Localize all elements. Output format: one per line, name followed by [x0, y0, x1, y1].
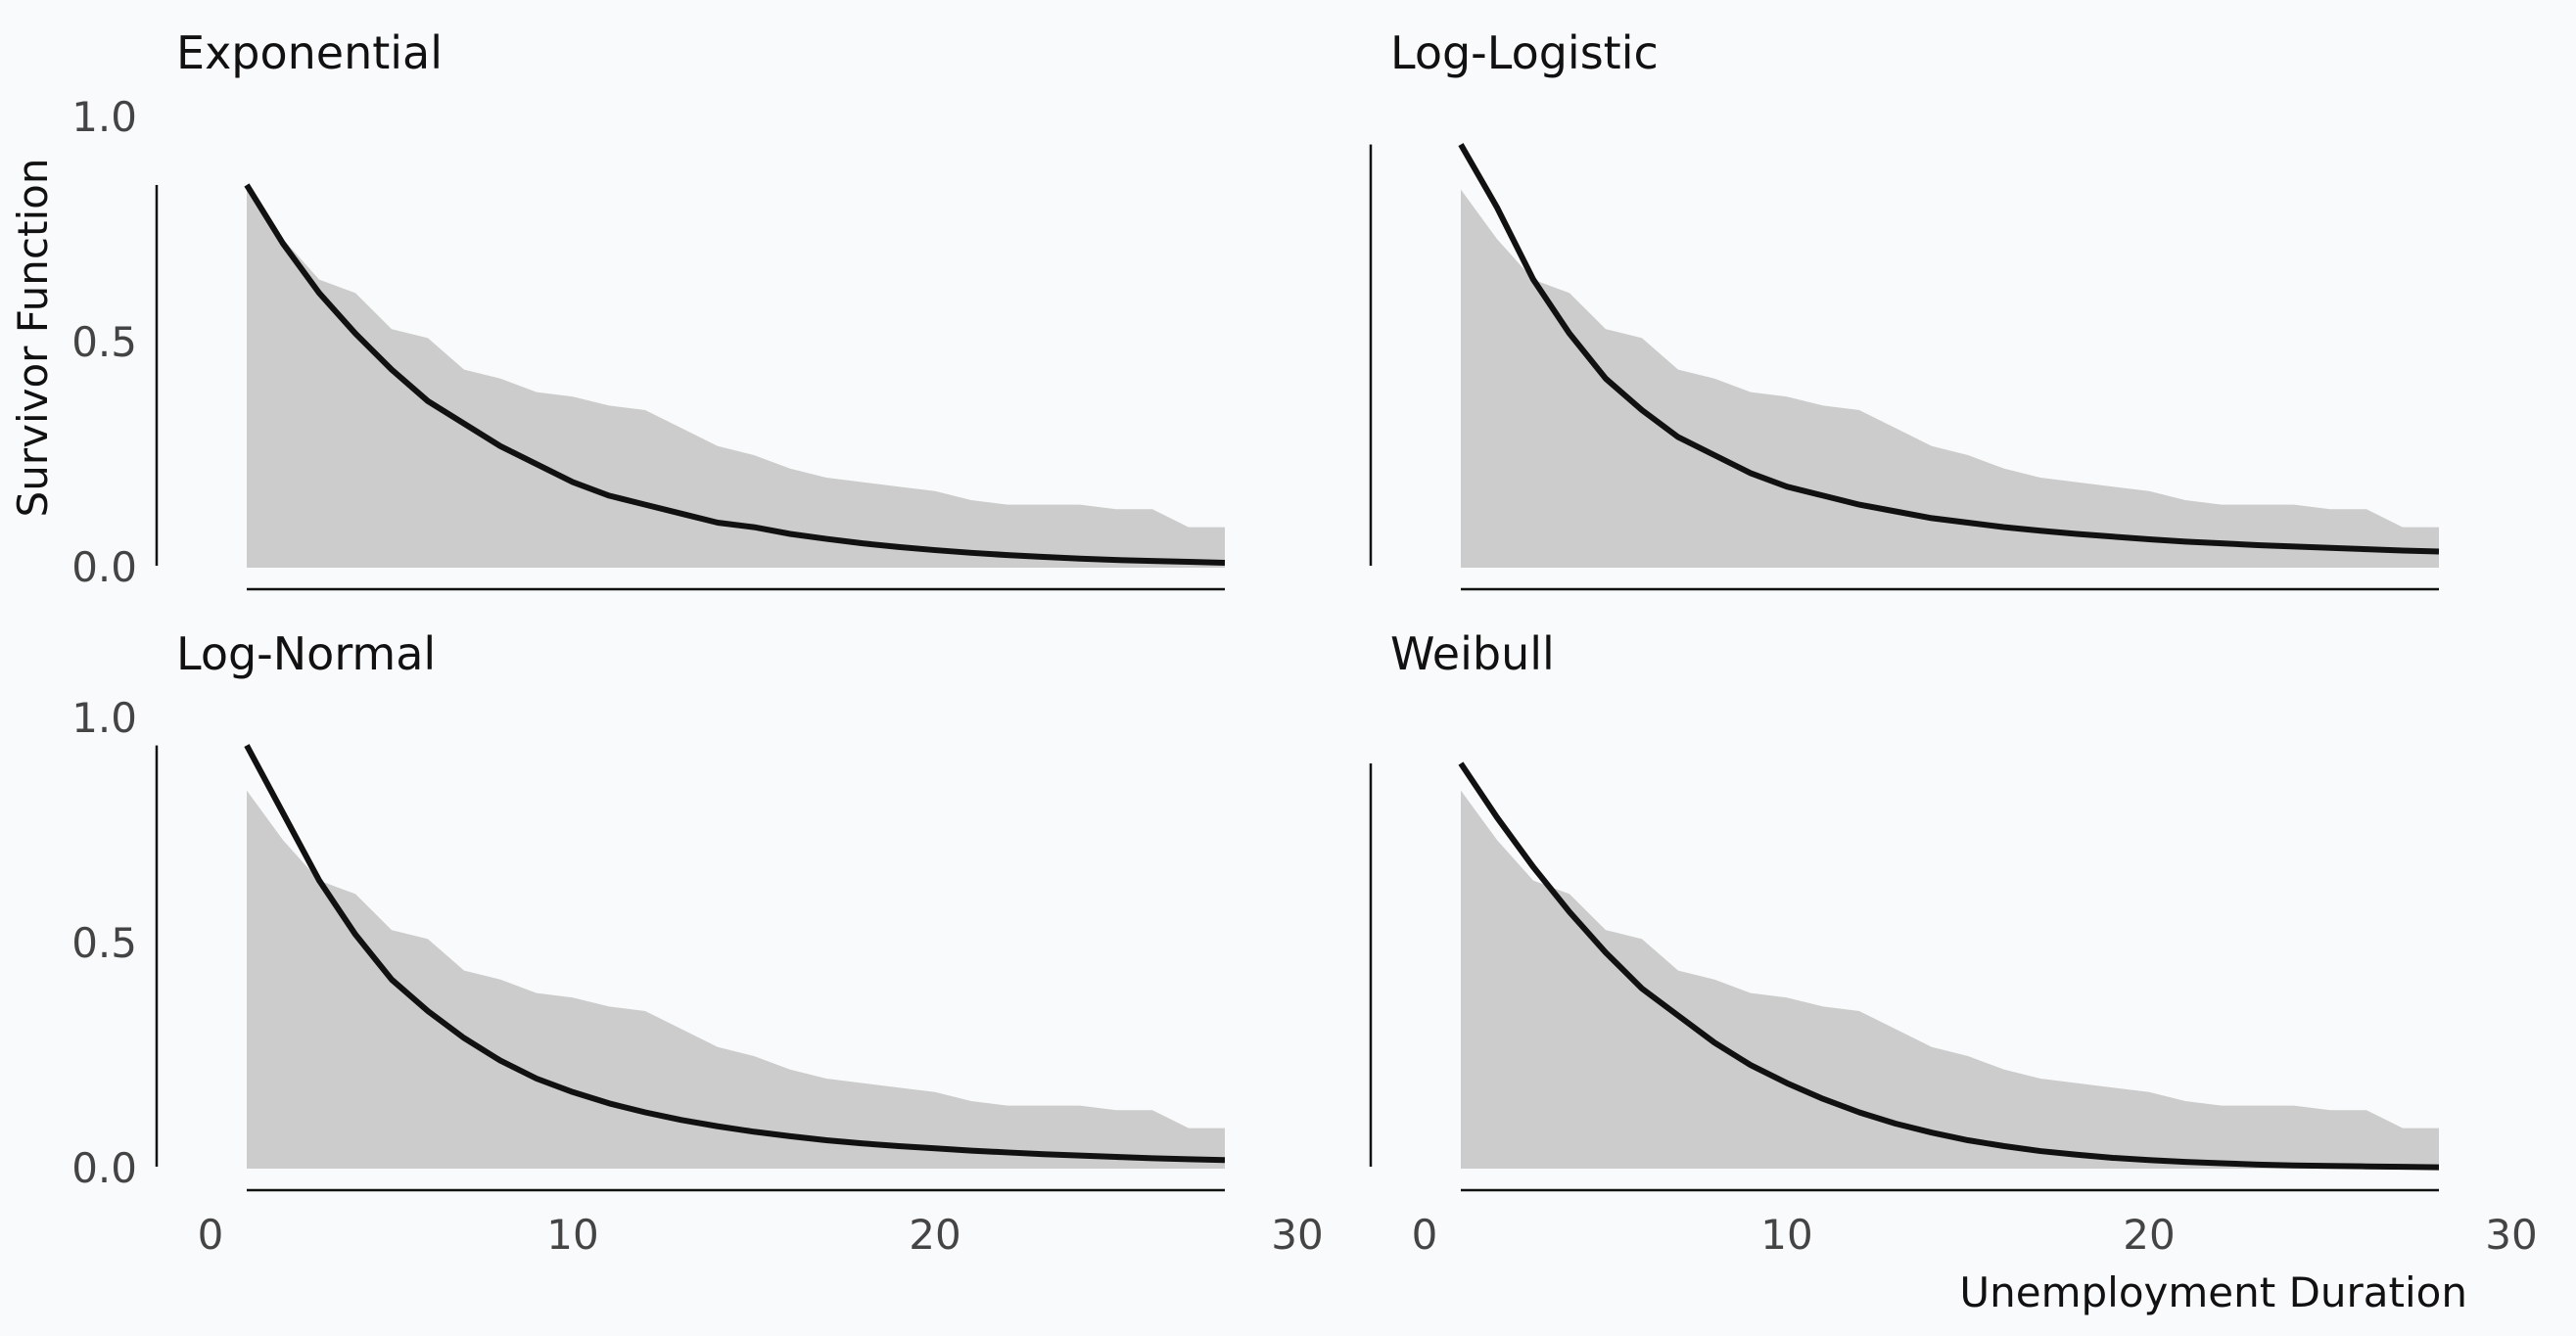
y-tick-label: 0.0 [71, 1144, 137, 1192]
panel-exponential: Exponential 0.0 0.5 1.0 [71, 26, 1226, 591]
y-tick-label: 0.0 [71, 543, 137, 591]
empirical-survivor-area [247, 790, 1225, 1169]
empirical-survivor-area [1461, 790, 2439, 1169]
empirical-survivor-area [247, 189, 1225, 568]
panel-title: Weibull [1390, 627, 1555, 680]
panel-title: Log-Logistic [1390, 26, 1659, 79]
x-tick-label: 10 [1760, 1211, 1812, 1259]
x-tick-label: 0 [1412, 1211, 1438, 1259]
x-tick-label: 20 [909, 1211, 960, 1259]
y-tick-label: 0.5 [71, 919, 137, 967]
empirical-survivor-area [1461, 189, 2439, 568]
y-tick-label: 0.5 [71, 318, 137, 366]
x-tick-label: 10 [546, 1211, 598, 1259]
x-tick-label: 30 [2485, 1211, 2537, 1259]
fitted-survivor-line [1458, 143, 2440, 555]
y-tick-label: 1.0 [71, 93, 137, 141]
x-axis-label: Unemployment Duration [1959, 1268, 2467, 1316]
panel-title: Exponential [176, 26, 443, 79]
y-axis-label: Survivor Function [9, 159, 57, 518]
fitted-survivor-line [244, 183, 1226, 566]
fitted-survivor-line [1458, 761, 2440, 1171]
x-tick-label: 0 [198, 1211, 224, 1259]
x-tick-label: 20 [2123, 1211, 2175, 1259]
panel-log-logistic: Log-Logistic [1369, 26, 2440, 591]
panel-title: Log-Normal [176, 627, 436, 680]
fitted-survivor-line [244, 744, 1226, 1164]
y-tick-label: 1.0 [71, 694, 137, 742]
x-tick-label: 30 [1271, 1211, 1323, 1259]
panel-log-normal: Log-Normal 0.0 0.5 1.0 0 10 20 30 [71, 627, 1324, 1259]
panel-weibull: Weibull 0 10 20 30 [1369, 627, 2538, 1259]
